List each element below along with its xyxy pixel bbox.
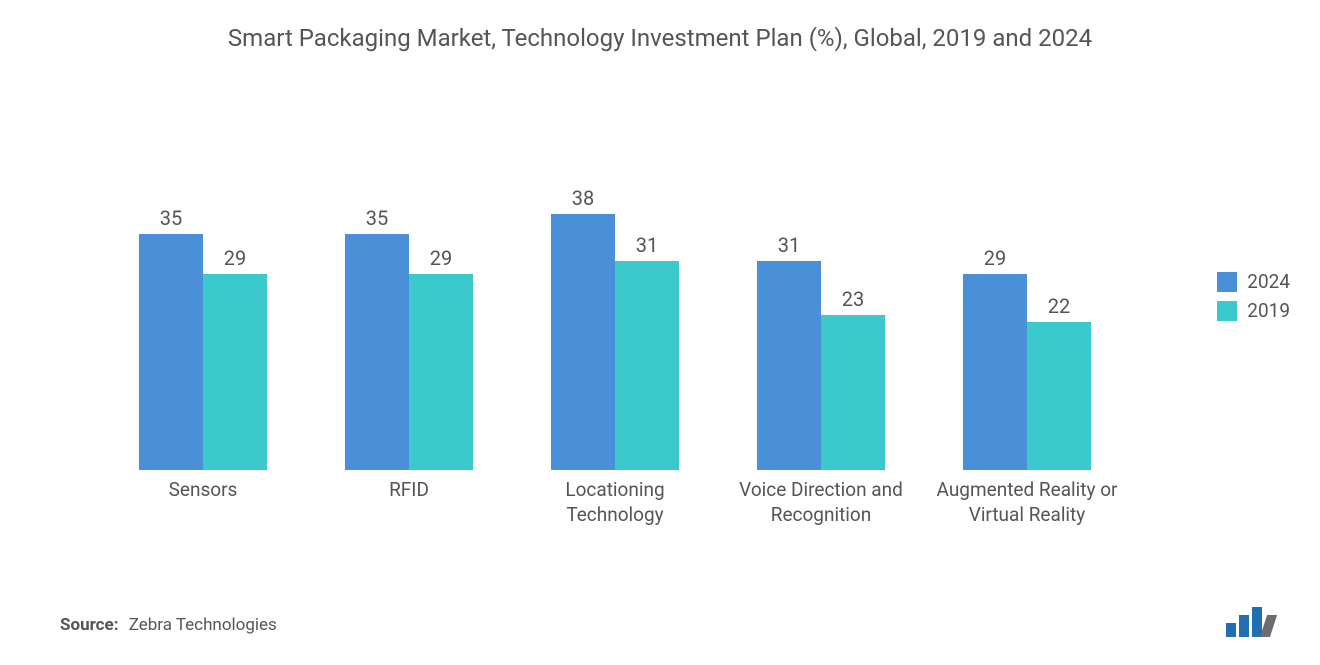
mordor-logo-icon [1226,603,1282,641]
bar: 22 [1027,322,1091,471]
bar: 31 [615,261,679,470]
bar-value-label: 31 [757,233,821,257]
bar-group: 3529 [306,200,512,470]
bar: 29 [963,274,1027,470]
legend-item: 2024 [1217,270,1290,293]
legend-swatch [1217,301,1237,321]
legend: 2024 2019 [1217,270,1290,328]
x-axis-label: Sensors [100,478,306,527]
x-axis-label: Locationing Technology [512,478,718,527]
plot-area: 35293529383131232922 [100,200,1130,470]
bar: 29 [409,274,473,470]
bar-value-label: 22 [1027,294,1091,318]
bar-group: 3831 [512,200,718,470]
bar-value-label: 23 [821,287,885,311]
chart-title: Smart Packaging Market, Technology Inves… [0,22,1320,54]
bar: 23 [821,315,885,470]
bar-value-label: 35 [139,206,203,230]
bar-value-label: 29 [203,246,267,270]
x-axis-label: RFID [306,478,512,527]
bar-pair: 3529 [345,200,473,470]
bar-group: 3529 [100,200,306,470]
bar-group: 2922 [924,200,1130,470]
bar-value-label: 38 [551,186,615,210]
bar: 35 [345,234,409,470]
bar: 29 [203,274,267,470]
legend-swatch [1217,272,1237,292]
bar-value-label: 29 [409,246,473,270]
source-prefix: Source: [60,615,118,635]
legend-item: 2019 [1217,299,1290,322]
bar-pair: 3123 [757,200,885,470]
bar-pair: 2922 [963,200,1091,470]
bar-value-label: 35 [345,206,409,230]
bar-group: 3123 [718,200,924,470]
x-axis-labels: SensorsRFIDLocationing TechnologyVoice D… [100,478,1130,527]
x-axis-label: Augmented Reality or Virtual Reality [924,478,1130,527]
source-text: Zebra Technologies [129,615,277,635]
bar-value-label: 31 [615,233,679,257]
bar: 38 [551,214,615,471]
x-axis-label: Voice Direction and Recognition [718,478,924,527]
bar-pair: 3529 [139,200,267,470]
bar: 31 [757,261,821,470]
chart-container: Smart Packaging Market, Technology Inves… [0,0,1320,665]
bar: 35 [139,234,203,470]
legend-label: 2024 [1247,270,1290,293]
bar-value-label: 29 [963,246,1027,270]
bar-pair: 3831 [551,200,679,470]
legend-label: 2019 [1247,299,1290,322]
source-attribution: Source: Zebra Technologies [60,615,277,635]
